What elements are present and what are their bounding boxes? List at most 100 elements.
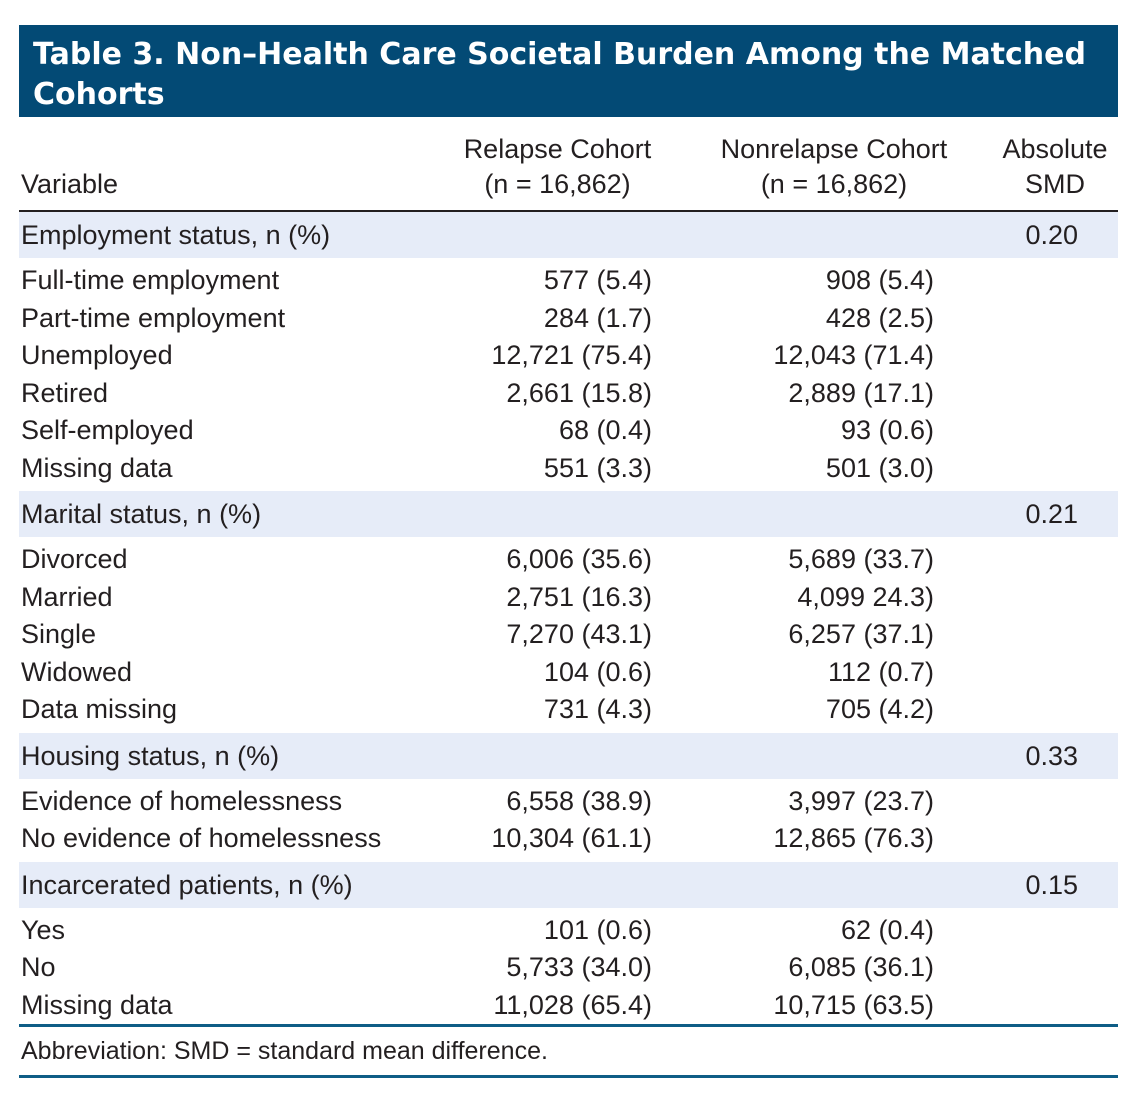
nonrelapse-value: 62 (0.4) — [840, 914, 934, 945]
nonrelapse-value: 5,689 (33.7) — [788, 544, 934, 574]
table-row: Part-time employment 284 (1.7) 428 (2.5) — [19, 300, 1118, 338]
nonrelapse-value: 908 (5.4) — [825, 265, 934, 295]
section-label: Incarcerated patients, n (%) — [19, 861, 439, 908]
section-blank-cell — [676, 211, 992, 258]
table-row: Missing data 11,028 (65.4) 10,715 (63.5) — [19, 987, 1118, 1025]
nonrelapse-value: 4,099 24.3) — [797, 581, 934, 612]
section-label: Employment status, n (%) — [19, 211, 439, 258]
nonrelapse-value: 705 (4.2) — [825, 694, 934, 724]
nonrelapse-header-line-2: (n = 16,862) — [760, 169, 908, 199]
smd-blank-cell — [992, 616, 1118, 654]
row-label: Yes — [21, 914, 66, 945]
relapse-value: 101 (0.6) — [543, 914, 652, 945]
row-label: Single — [21, 619, 97, 649]
table-row: Married 2,751 (16.3) 4,099 24.3) — [19, 579, 1118, 617]
row-label: Divorced — [21, 544, 128, 574]
row-label: Widowed — [21, 656, 133, 687]
smd-header-line-1: Absolute — [1002, 134, 1108, 164]
relapse-value: 2,751 (16.3) — [506, 581, 652, 612]
nonrelapse-value: 6,085 (36.1) — [788, 952, 934, 982]
smd-blank-cell — [992, 654, 1118, 692]
table-container: Table 3. Non–Health Care Societal Burden… — [19, 25, 1118, 1078]
smd-blank-cell — [992, 691, 1118, 729]
row-label: Missing data — [21, 989, 173, 1020]
nonrelapse-value: 2,889 (17.1) — [788, 377, 934, 408]
relapse-header-line-2: (n = 16,862) — [484, 169, 631, 199]
row-label: Married — [21, 581, 113, 612]
row-label: No evidence of homelessness — [21, 823, 382, 853]
section-blank-cell — [676, 732, 992, 779]
column-header-relapse: Relapse Cohort (n = 16,862) — [439, 117, 676, 212]
nonrelapse-value: 12,043 (71.4) — [773, 340, 934, 370]
nonrelapse-value: 112 (0.7) — [827, 656, 934, 687]
table-row: Missing data 551 (3.3) 501 (3.0) — [19, 450, 1118, 488]
bottom-rule — [19, 1024, 1118, 1027]
header-row: Variable Relapse Cohort (n = 16,862) Non… — [19, 117, 1118, 212]
smd-blank-cell — [992, 949, 1118, 987]
nonrelapse-value: 12,865 (76.3) — [773, 823, 934, 853]
nonrelapse-value: 428 (2.5) — [825, 302, 934, 333]
section-header-row: Incarcerated patients, n (%) 0.15 — [19, 861, 1118, 908]
section-smd-value: 0.33 — [992, 732, 1118, 779]
section-smd-value: 0.21 — [992, 491, 1118, 537]
section-blank-cell — [676, 491, 992, 537]
relapse-value: 731 (4.3) — [543, 694, 652, 724]
table-title-line-1: Table 3. Non–Health Care Societal Burden… — [33, 37, 1086, 72]
section-header-row: Housing status, n (%) 0.33 — [19, 732, 1118, 779]
smd-blank-cell — [992, 262, 1118, 300]
section-smd-value: 0.15 — [992, 861, 1118, 908]
section-label: Marital status, n (%) — [19, 491, 439, 537]
section-blank-cell — [676, 861, 992, 908]
smd-blank-cell — [992, 412, 1118, 450]
row-label: Retired — [21, 377, 109, 408]
row-label: Missing data — [21, 452, 173, 483]
row-label: Part-time employment — [21, 302, 286, 333]
table-row: Retired 2,661 (15.8) 2,889 (17.1) — [19, 375, 1118, 413]
table-row: Widowed 104 (0.6) 112 (0.7) — [19, 654, 1118, 692]
data-table: Variable Relapse Cohort (n = 16,862) Non… — [19, 117, 1118, 1024]
row-label: Self-employed — [21, 415, 194, 445]
relapse-value: 11,028 (65.4) — [493, 989, 652, 1020]
relapse-value: 7,270 (43.1) — [506, 619, 652, 649]
relapse-value: 6,558 (38.9) — [506, 785, 652, 816]
smd-blank-cell — [992, 375, 1118, 413]
nonrelapse-header-line-1: Nonrelapse Cohort — [720, 134, 948, 164]
row-label: No — [21, 952, 56, 982]
smd-blank-cell — [992, 820, 1118, 858]
relapse-value: 5,733 (34.0) — [506, 952, 652, 982]
nonrelapse-value: 93 (0.6) — [840, 415, 934, 445]
relapse-value: 10,304 (61.1) — [491, 823, 652, 853]
row-label: Evidence of homelessness — [21, 785, 343, 816]
table-row: Single 7,270 (43.1) 6,257 (37.1) — [19, 616, 1118, 654]
relapse-header-line-1: Relapse Cohort — [463, 134, 652, 164]
section-smd-value: 0.20 — [992, 211, 1118, 258]
table-row: Data missing 731 (4.3) 705 (4.2) — [19, 691, 1118, 729]
nonrelapse-value: 501 (3.0) — [825, 452, 934, 483]
row-label: Data missing — [21, 694, 178, 724]
footnote: Abbreviation: SMD = standard mean differ… — [19, 1027, 1118, 1078]
relapse-value: 2,661 (15.8) — [506, 377, 652, 408]
table-body: Employment status, n (%) 0.20 Full-time em… — [19, 211, 1118, 1024]
relapse-value: 551 (3.3) — [543, 452, 652, 483]
table-row: Self-employed 68 (0.4) 93 (0.6) — [19, 412, 1118, 450]
section-blank-cell — [439, 491, 676, 537]
relapse-value: 6,006 (35.6) — [506, 544, 652, 574]
row-label: Unemployed — [21, 340, 173, 370]
smd-blank-cell — [992, 450, 1118, 488]
smd-blank-cell — [992, 541, 1118, 579]
relapse-value: 104 (0.6) — [543, 656, 652, 687]
section-label: Housing status, n (%) — [19, 732, 439, 779]
table-row: No evidence of homelessness 10,304 (61.1)… — [19, 820, 1118, 858]
table-row: Divorced 6,006 (35.6) 5,689 (33.7) — [19, 541, 1118, 579]
column-header-smd: Absolute SMD — [992, 117, 1118, 212]
smd-header-line-2: SMD — [1025, 169, 1085, 199]
smd-blank-cell — [992, 987, 1118, 1025]
table-row: Evidence of homelessness 6,558 (38.9) 3,99… — [19, 783, 1118, 821]
relapse-value: 68 (0.4) — [558, 415, 652, 445]
smd-blank-cell — [992, 579, 1118, 617]
nonrelapse-value: 3,997 (23.7) — [788, 785, 934, 816]
nonrelapse-value: 10,715 (63.5) — [773, 989, 934, 1020]
section-blank-cell — [439, 861, 676, 908]
smd-blank-cell — [992, 912, 1118, 950]
table-title: Table 3. Non–Health Care Societal Burden… — [19, 25, 1118, 117]
